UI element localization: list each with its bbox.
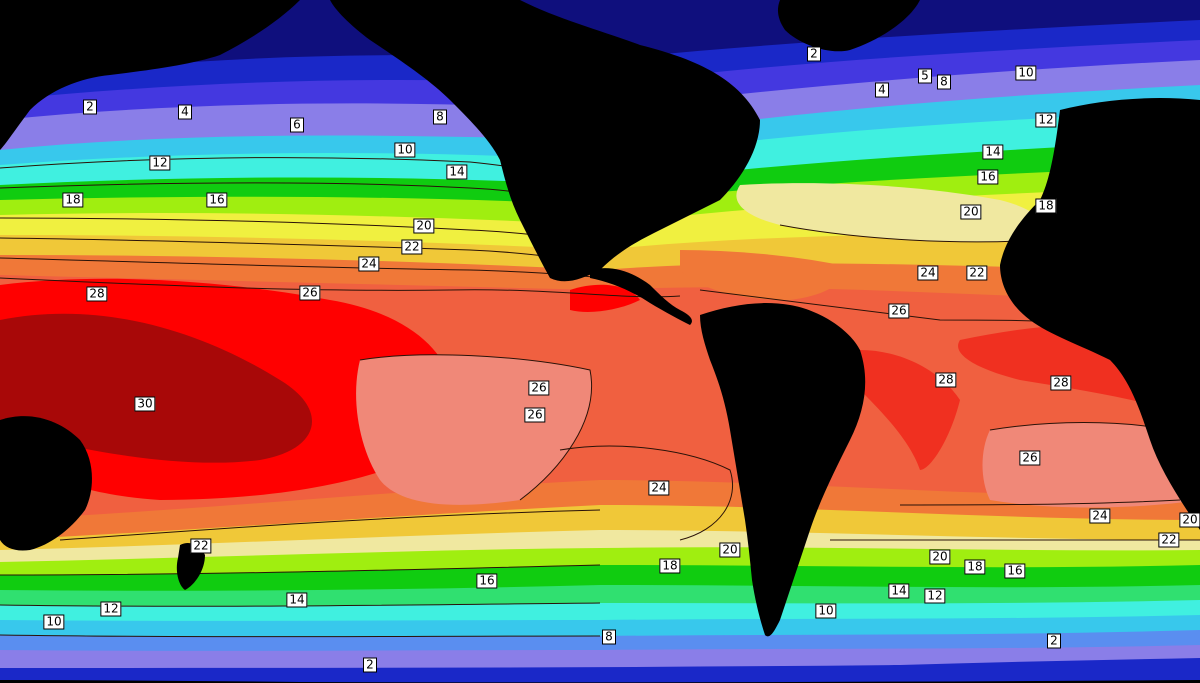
contour-label: 6 xyxy=(290,117,304,133)
contour-label: 4 xyxy=(178,104,192,120)
contour-label: 16 xyxy=(977,169,999,185)
contour-label: 22 xyxy=(1158,532,1180,548)
contour-label: 10 xyxy=(43,614,65,630)
contour-24-south-pacific xyxy=(559,445,734,541)
contour-26-north xyxy=(0,277,681,298)
central-america-land xyxy=(590,268,692,325)
contour-24-south-atlantic xyxy=(899,499,1181,506)
contour-label: 12 xyxy=(100,601,122,617)
contour-lines xyxy=(0,157,1200,638)
contour-label: 20 xyxy=(1179,512,1200,528)
contour-26-east-pacific xyxy=(359,354,592,501)
contour-label: 26 xyxy=(299,285,321,301)
contour-label: 22 xyxy=(966,265,988,281)
contour-label: 5 xyxy=(918,68,932,84)
north-america-land xyxy=(330,0,760,282)
antarctica-land xyxy=(0,680,1200,683)
contour-label: 26 xyxy=(524,407,546,423)
contour-label: 16 xyxy=(1004,563,1026,579)
contour-label: 20 xyxy=(413,218,435,234)
contour-8-south-pacific xyxy=(0,634,601,638)
caribbean-26 xyxy=(680,250,843,300)
contour-label: 24 xyxy=(1089,508,1111,524)
contour-label: 14 xyxy=(286,592,308,608)
contour-label: 10 xyxy=(815,603,837,619)
contour-label: 18 xyxy=(1035,198,1057,214)
contour-label: 20 xyxy=(719,542,741,558)
contour-label: 8 xyxy=(602,629,616,645)
contour-label: 28 xyxy=(935,372,957,388)
contour-label: 28 xyxy=(86,286,108,302)
north-atlantic-yellow-20 xyxy=(736,183,1044,242)
contour-16-south-pacific xyxy=(0,564,601,576)
contour-label: 26 xyxy=(528,380,550,396)
contour-label: 26 xyxy=(1019,450,1041,466)
contour-label: 14 xyxy=(446,164,468,180)
asia-land xyxy=(0,0,300,150)
contour-label: 18 xyxy=(964,559,986,575)
contour-label: 10 xyxy=(1015,65,1037,81)
south-atlantic-pink-26 xyxy=(982,422,1200,508)
contour-label: 2 xyxy=(1047,633,1061,649)
contour-label: 20 xyxy=(960,204,982,220)
contour-label: 8 xyxy=(937,74,951,90)
greenland-land xyxy=(777,0,920,52)
contour-label: 2 xyxy=(807,46,821,62)
contour-label: 22 xyxy=(401,239,423,255)
tropical-pool-east-pacific xyxy=(570,284,640,312)
south-america-land xyxy=(700,303,866,637)
contour-label: 18 xyxy=(659,558,681,574)
contour-label: 2 xyxy=(83,99,97,115)
contour-label: 14 xyxy=(982,144,1004,160)
warm-pool-30 xyxy=(0,313,313,463)
contour-label: 14 xyxy=(888,583,910,599)
band-2-south xyxy=(0,658,1200,683)
contour-label: 30 xyxy=(134,396,156,412)
contour-label: 20 xyxy=(929,549,951,565)
contour-label: 24 xyxy=(358,256,380,272)
contour-label: 22 xyxy=(190,538,212,554)
contour-label: 24 xyxy=(648,480,670,496)
contour-label: 4 xyxy=(875,82,889,98)
contour-label: 24 xyxy=(917,265,939,281)
atlantic-warm-pool-28 xyxy=(860,350,960,470)
contour-label: 10 xyxy=(394,142,416,158)
new-zealand-land xyxy=(176,543,205,590)
contour-label: 16 xyxy=(206,192,228,208)
contour-label: 8 xyxy=(433,109,447,125)
contour-label: 16 xyxy=(476,573,498,589)
contour-label: 28 xyxy=(1050,375,1072,391)
contour-label: 2 xyxy=(363,657,377,673)
contour-label: 12 xyxy=(924,588,946,604)
australia-land xyxy=(0,416,92,551)
contour-label: 12 xyxy=(149,155,171,171)
contour-label: 26 xyxy=(888,303,910,319)
contour-label: 18 xyxy=(62,192,84,208)
contour-label: 12 xyxy=(1035,112,1057,128)
contour-22-south-pacific xyxy=(59,509,601,541)
